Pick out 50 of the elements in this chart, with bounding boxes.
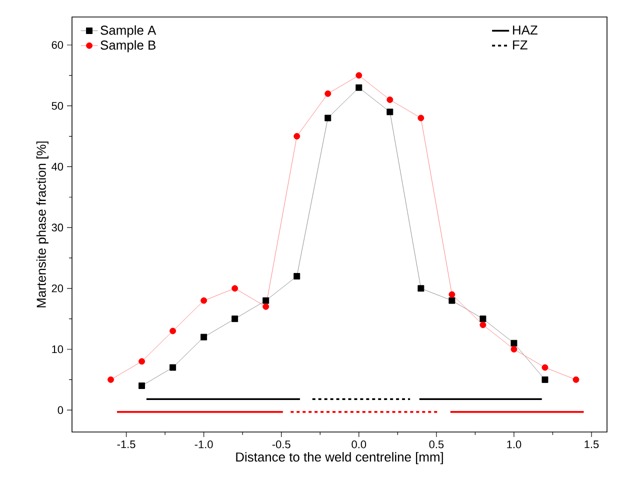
point <box>262 297 270 304</box>
point <box>138 358 146 365</box>
legend-label: Sample A <box>100 25 156 38</box>
y-tick-label: 60 <box>52 41 64 49</box>
point <box>386 108 394 116</box>
legend-label: HAZ <box>513 26 538 34</box>
point <box>480 322 486 328</box>
point <box>418 285 424 292</box>
point <box>170 328 176 334</box>
point <box>324 90 332 97</box>
point <box>356 72 362 79</box>
x-tick-label: 0.5 <box>429 440 444 448</box>
x-tick-label: 1.0 <box>507 440 522 448</box>
y-tick-label: 30 <box>52 224 64 232</box>
point <box>200 334 208 340</box>
x-tick-label: -1.0 <box>194 440 213 448</box>
point <box>232 316 238 322</box>
x-tick-label: -0.5 <box>272 440 290 448</box>
y-tick-label: 20 <box>52 284 64 292</box>
legend-label: FZ <box>513 40 528 50</box>
point <box>324 114 332 122</box>
x-tick-label: 1.5 <box>584 440 599 448</box>
y-axis-title: Martensite phase fraction [%] <box>36 142 48 308</box>
point <box>356 84 362 91</box>
y-tick-label: 10 <box>52 345 64 354</box>
point <box>200 297 208 304</box>
point <box>480 316 486 322</box>
x-tick-label: -1.5 <box>117 440 136 448</box>
point <box>170 364 176 371</box>
point <box>294 133 300 140</box>
point <box>418 114 424 122</box>
y-tick-label: 0 <box>58 406 64 414</box>
x-axis-title: Distance to the weld centreline [mm] <box>236 452 443 464</box>
point <box>448 297 456 304</box>
point <box>448 291 456 298</box>
point <box>294 272 300 280</box>
y-tick-label: 50 <box>52 102 64 110</box>
point <box>542 376 548 383</box>
point <box>138 382 146 389</box>
point <box>510 340 518 346</box>
point <box>262 303 270 310</box>
x-tick-label: 0.0 <box>352 440 366 448</box>
point <box>386 96 394 103</box>
point <box>510 346 518 352</box>
legend-label: Sample B <box>100 40 156 52</box>
point <box>572 376 580 383</box>
point <box>542 364 548 371</box>
point <box>108 376 114 383</box>
point <box>232 285 238 292</box>
y-tick-label: 40 <box>52 162 64 171</box>
